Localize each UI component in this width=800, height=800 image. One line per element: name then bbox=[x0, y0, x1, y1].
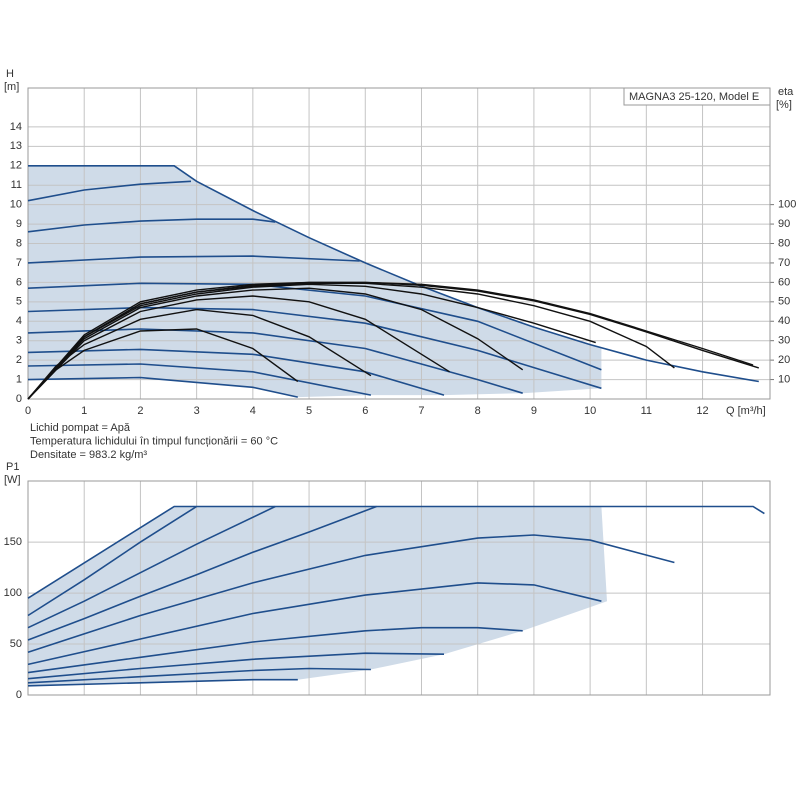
pump-curve bbox=[27, 678, 298, 687]
x-tick-label: 3 bbox=[194, 405, 200, 417]
y2-axis-unit: [%] bbox=[776, 99, 792, 111]
y-tick-label: 10 bbox=[10, 199, 22, 211]
y-axis-label: P1 bbox=[6, 461, 19, 473]
pump-curve bbox=[27, 582, 602, 666]
y-tick-label: 6 bbox=[16, 276, 22, 288]
pump-curve bbox=[27, 282, 602, 371]
y2-tick-label: 30 bbox=[778, 335, 790, 347]
x-tick-label: 10 bbox=[584, 405, 596, 417]
y-tick-label: 11 bbox=[11, 179, 22, 191]
y-tick-label: 0 bbox=[16, 393, 22, 405]
pump-curve bbox=[27, 376, 298, 398]
pump-curve bbox=[27, 652, 445, 680]
pump-curve bbox=[27, 363, 372, 396]
y-tick-label: 0 bbox=[16, 689, 22, 701]
x-tick-label: 11 bbox=[641, 405, 652, 417]
note: Densitate = 983.2 kg/m³ bbox=[30, 449, 147, 461]
y-tick-label: 9 bbox=[16, 218, 22, 230]
y2-axis-label: eta bbox=[778, 86, 794, 98]
x-tick-label: 1 bbox=[81, 405, 87, 417]
y2-tick-label: 40 bbox=[778, 315, 790, 327]
y2-tick-label: 20 bbox=[778, 354, 790, 366]
y2-tick-label: 70 bbox=[778, 257, 790, 269]
x-tick-label: 0 bbox=[25, 405, 31, 417]
efficiency-curve bbox=[27, 283, 596, 400]
y-tick-label: 150 bbox=[4, 536, 22, 548]
y-axis-unit: [m] bbox=[4, 81, 19, 93]
operating-area bbox=[28, 506, 607, 686]
y-tick-label: 14 bbox=[10, 121, 22, 133]
pump-curve bbox=[27, 255, 360, 264]
note: Lichid pompat = Apă bbox=[30, 422, 131, 434]
pump-curve bbox=[27, 505, 765, 599]
pump-curve bbox=[27, 218, 276, 233]
pump-curve bbox=[27, 534, 675, 653]
pump-curve bbox=[27, 328, 523, 394]
pump-curve bbox=[27, 505, 377, 641]
pump-curve bbox=[27, 626, 523, 674]
plot-frame bbox=[27, 87, 771, 400]
y2-tick-label: 80 bbox=[778, 237, 790, 249]
y-tick-label: 50 bbox=[10, 638, 22, 650]
x-tick-label: 12 bbox=[696, 405, 708, 417]
pump-curve bbox=[27, 306, 602, 390]
pump-curve bbox=[27, 505, 276, 629]
y-tick-label: 2 bbox=[16, 354, 22, 366]
y-tick-label: 8 bbox=[16, 237, 22, 249]
pump-curve bbox=[27, 348, 445, 396]
pump-curve bbox=[27, 667, 371, 684]
y2-tick-label: 10 bbox=[778, 373, 790, 385]
y-axis-label: H bbox=[6, 68, 14, 80]
y-tick-label: 5 bbox=[16, 296, 22, 308]
note: Temperatura lichidului în timpul funcțio… bbox=[30, 435, 278, 447]
y2-tick-label: 90 bbox=[778, 218, 790, 230]
y-tick-label: 1 bbox=[16, 373, 22, 385]
y-axis-unit: [W] bbox=[4, 474, 21, 486]
y2-tick-label: 60 bbox=[778, 276, 790, 288]
x-tick-label: 9 bbox=[531, 405, 537, 417]
efficiency-curve bbox=[27, 287, 524, 400]
pump-curve bbox=[27, 180, 192, 202]
efficiency-curve bbox=[27, 281, 760, 400]
model-box bbox=[623, 87, 771, 106]
y-tick-label: 12 bbox=[10, 160, 22, 172]
y-tick-label: 7 bbox=[16, 257, 22, 269]
pump-curve bbox=[28, 165, 759, 383]
x-tick-label: 4 bbox=[250, 405, 256, 417]
y-tick-label: 13 bbox=[10, 140, 22, 152]
x-tick-label: 5 bbox=[306, 405, 312, 417]
x-tick-label: 8 bbox=[475, 405, 481, 417]
y-tick-label: 4 bbox=[16, 315, 22, 327]
y2-tick-label: 50 bbox=[778, 296, 790, 308]
pump-curve bbox=[27, 505, 198, 617]
y2-tick-label: 100 bbox=[778, 199, 796, 211]
x-axis-label: Q [m³/h] bbox=[726, 405, 766, 417]
model-label: MAGNA3 25-120, Model E bbox=[629, 91, 759, 103]
efficiency-curve bbox=[27, 295, 450, 400]
plot-frame bbox=[27, 480, 771, 696]
y-tick-label: 100 bbox=[4, 587, 22, 599]
x-tick-label: 6 bbox=[362, 405, 368, 417]
x-tick-label: 7 bbox=[418, 405, 424, 417]
x-tick-label: 2 bbox=[137, 405, 143, 417]
y-tick-label: 3 bbox=[16, 335, 22, 347]
